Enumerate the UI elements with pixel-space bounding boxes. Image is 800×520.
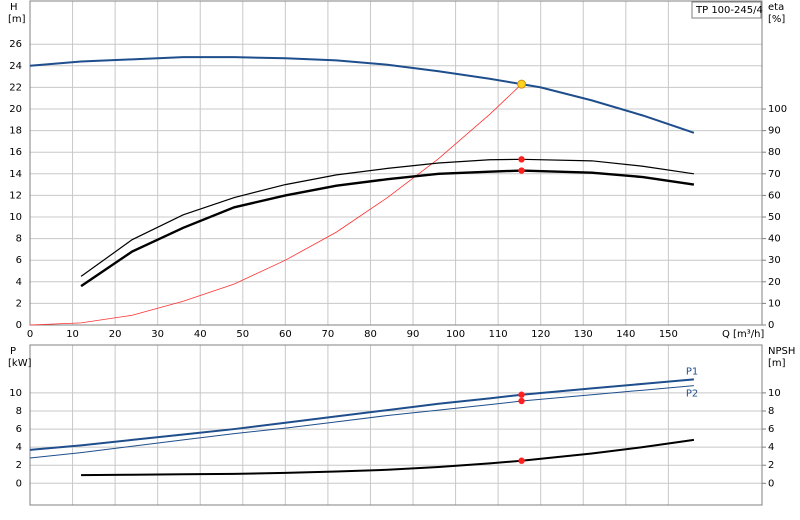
curve [29, 378, 694, 451]
operating-point [518, 391, 525, 398]
y2-tick-label: 50 [768, 212, 781, 223]
curve [81, 438, 695, 477]
y2-tick-label: 4 [768, 442, 774, 453]
y2-tick-label: 0 [768, 320, 774, 331]
x-tick-label: 90 [407, 329, 420, 340]
y2-tick-label: 6 [768, 424, 774, 435]
operating-point [518, 397, 525, 405]
y2-tick-label: 70 [768, 169, 781, 180]
y-tick-label: 20 [9, 104, 22, 115]
x-tick-label: 110 [489, 329, 508, 340]
y-tick-label: 2 [16, 298, 22, 309]
y2-axis-unit: [m] [768, 358, 786, 369]
y2-tick-label: 0 [768, 478, 774, 489]
y-tick-label: 0 [16, 320, 22, 331]
y-tick-label: 10 [9, 388, 22, 399]
y-tick-label: 4 [16, 442, 22, 453]
curve-label: P2 [686, 389, 698, 400]
x-tick-label: 0 [27, 329, 33, 340]
operating-point [518, 167, 525, 174]
y-tick-label: 0 [16, 478, 22, 489]
y-tick-label: 14 [9, 169, 22, 180]
y2-tick-label: 90 [768, 126, 781, 137]
x-tick-label: 30 [151, 329, 164, 340]
y2-tick-label: 10 [768, 298, 781, 309]
y-tick-label: 22 [9, 82, 22, 93]
y-tick-label: 26 [9, 39, 22, 50]
x-tick-label: 130 [574, 329, 593, 340]
y2-tick-label: 20 [768, 277, 781, 288]
y-tick-label: 16 [9, 147, 22, 158]
y-tick-label: 6 [16, 424, 22, 435]
y-axis-unit: [m] [8, 14, 26, 25]
operating-point [517, 79, 527, 89]
plot-frame [29, 0, 763, 326]
y-axis-unit: [kW] [8, 358, 32, 369]
y-tick-label: 8 [16, 406, 22, 417]
y2-tick-label: 30 [768, 255, 781, 266]
x-tick-label: 50 [236, 329, 249, 340]
x-tick-label: 150 [659, 329, 678, 340]
model-label: TP 100-245/4 [695, 5, 763, 16]
curve-label: P1 [686, 366, 698, 377]
y2-tick-label: 80 [768, 147, 781, 158]
y2-axis-unit: [%] [768, 14, 785, 25]
y-tick-label: 18 [9, 126, 22, 137]
y2-tick-label: 60 [768, 190, 781, 201]
y-tick-label: 6 [16, 255, 22, 266]
x-tick-label: 120 [531, 329, 550, 340]
y-tick-label: 2 [16, 460, 22, 471]
y2-tick-label: 40 [768, 234, 781, 245]
y-tick-label: 12 [9, 190, 22, 201]
y-tick-label: 24 [9, 61, 22, 72]
curve [29, 56, 695, 134]
x-tick-label: 60 [279, 329, 292, 340]
y-axis-label: H [10, 2, 18, 13]
y2-tick-label: 8 [768, 406, 774, 417]
x-tick-label: 40 [194, 329, 207, 340]
x-axis-label: Q [m³/h] [722, 329, 764, 340]
x-tick-label: 80 [364, 329, 377, 340]
curve [80, 158, 694, 277]
x-tick-label: 70 [322, 329, 335, 340]
y2-axis-label: eta [768, 2, 784, 13]
x-tick-label: 100 [446, 329, 465, 340]
y-tick-label: 8 [16, 234, 22, 245]
y-tick-label: 10 [9, 212, 22, 223]
y2-tick-label: 100 [768, 104, 787, 115]
model-box [691, 1, 762, 19]
curve [29, 83, 522, 326]
plot-frame [29, 344, 763, 506]
curve [80, 169, 695, 288]
curve [29, 385, 694, 459]
x-tick-label: 20 [109, 329, 122, 340]
y-tick-label: 4 [16, 277, 22, 288]
y-axis-label: P [10, 346, 16, 357]
x-tick-label: 10 [66, 329, 79, 340]
y2-tick-label: 10 [768, 388, 781, 399]
y2-tick-label: 2 [768, 460, 774, 471]
operating-point [518, 457, 525, 464]
y2-axis-label: NPSH [768, 346, 795, 357]
operating-point [518, 156, 525, 163]
x-tick-label: 140 [616, 329, 635, 340]
